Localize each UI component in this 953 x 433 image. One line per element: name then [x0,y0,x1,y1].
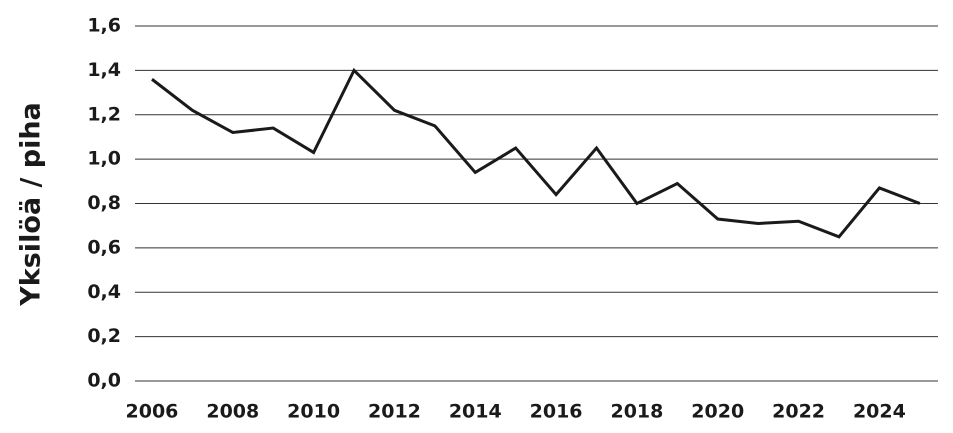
x-tick-label: 2016 [530,401,583,423]
x-tick-label: 2022 [772,401,825,423]
data-line [151,67,921,239]
y-axis-label: Yksilöä / piha [16,102,47,307]
x-tick-label: 2014 [449,401,502,423]
y-tick-label: 0,6 [87,236,121,258]
y-tick-label: 1,4 [87,59,121,81]
x-tick-label: 2012 [368,401,421,423]
x-tick-label: 2020 [691,401,744,423]
y-tick-label: 0,4 [87,281,121,303]
x-tick-label: 2008 [206,401,259,423]
y-tick-label: 1,0 [87,148,121,170]
x-tick-label: 2018 [610,401,663,423]
y-tick-label: 0,0 [87,370,121,392]
y-tick-label: 0,8 [87,192,121,214]
x-tick-label: 2010 [287,401,340,423]
y-tick-label: 0,2 [87,325,121,347]
y-tick-label: 1,2 [87,103,121,125]
y-tick-label: 1,6 [87,15,121,37]
x-tick-label: 2006 [126,401,179,423]
x-tick-label: 2024 [853,401,906,423]
